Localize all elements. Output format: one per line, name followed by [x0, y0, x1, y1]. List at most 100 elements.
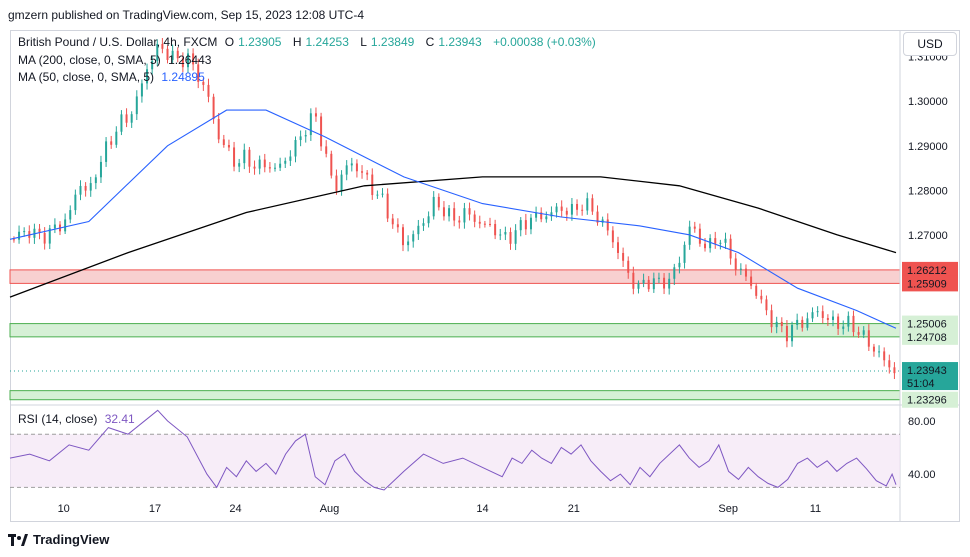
- candle-body: [274, 167, 277, 169]
- candle-body: [227, 144, 230, 148]
- candle-body: [94, 177, 97, 184]
- candle-body: [775, 321, 778, 328]
- candle-body: [407, 241, 410, 246]
- candle-body: [135, 96, 138, 115]
- candle-body: [130, 114, 133, 123]
- candle-body: [714, 238, 717, 244]
- candle-body: [581, 209, 584, 211]
- candle-body: [12, 239, 15, 241]
- candle-body: [831, 316, 834, 320]
- candle-body: [473, 214, 476, 222]
- candle-body: [622, 252, 625, 261]
- candle-body: [74, 194, 77, 211]
- candle-body: [540, 212, 543, 220]
- rsi-band: [10, 434, 900, 488]
- candle-body: [238, 163, 241, 167]
- ma200-label: MA (200, close, 0, SMA, 5): [18, 53, 161, 67]
- candle-body: [878, 351, 881, 353]
- ma200-line: [9, 176, 897, 298]
- price-label: 1.23296: [907, 395, 947, 407]
- candle-body: [391, 218, 394, 225]
- candle-body: [519, 220, 522, 231]
- candle-body: [632, 272, 635, 289]
- price-label: 1.25909: [907, 278, 947, 290]
- candle-body: [381, 193, 384, 195]
- candle-body: [499, 234, 502, 236]
- candle-body: [212, 96, 215, 120]
- candle-body: [258, 159, 261, 169]
- candle-body: [125, 114, 128, 123]
- candle-body: [105, 141, 108, 162]
- candle-body: [801, 319, 804, 328]
- candle-body: [355, 163, 358, 172]
- candle-body: [151, 60, 154, 70]
- candle-body: [345, 165, 348, 175]
- candle-body: [417, 225, 420, 235]
- candle-body: [744, 268, 747, 277]
- candle-body: [120, 114, 123, 132]
- candle-body: [340, 174, 343, 191]
- candle-body: [704, 243, 707, 249]
- candle-body: [760, 295, 763, 300]
- candle-body: [279, 163, 282, 168]
- candle-body: [586, 198, 589, 211]
- candle-body: [248, 149, 251, 167]
- candle-body: [99, 161, 102, 178]
- current-price-badge: [902, 362, 958, 391]
- ma50-line: [9, 109, 897, 329]
- candle-body: [535, 212, 538, 218]
- candle-body: [284, 160, 287, 164]
- candle-body: [785, 326, 788, 342]
- tradingview-brand[interactable]: TradingView: [8, 532, 109, 547]
- candle-body: [811, 312, 814, 319]
- candle-body: [591, 198, 594, 212]
- candle-body: [678, 262, 681, 268]
- currency-button[interactable]: USD: [903, 32, 957, 56]
- candle-body: [140, 83, 143, 97]
- current-price-label: 1.23943: [907, 365, 947, 377]
- brand-name: TradingView: [33, 532, 110, 547]
- candle-body: [652, 278, 655, 290]
- candle-body: [489, 223, 492, 225]
- candle-body: [176, 50, 179, 59]
- candle-body: [888, 360, 891, 368]
- candle-body: [330, 153, 333, 176]
- candle-body: [816, 311, 819, 313]
- candle-body: [570, 203, 573, 215]
- candle-body: [755, 285, 758, 296]
- candle-body: [688, 226, 691, 245]
- candle-body: [478, 221, 481, 224]
- candle-body: [268, 167, 271, 169]
- candle-body: [350, 163, 353, 166]
- candle-body: [750, 276, 753, 286]
- candle-body: [69, 210, 72, 220]
- candle-body: [386, 193, 389, 219]
- price-label-box: [902, 391, 958, 408]
- candle-body: [862, 330, 865, 335]
- candle-body: [780, 321, 783, 327]
- candle-body: [576, 203, 579, 210]
- candle-body: [606, 219, 609, 231]
- x-tick-label: 24: [229, 503, 241, 515]
- candle-body: [412, 234, 415, 242]
- candle-body: [719, 242, 722, 244]
- x-tick-label: Aug: [320, 503, 340, 515]
- candle-body: [207, 84, 210, 97]
- candle-body: [847, 315, 850, 327]
- candle-body: [38, 228, 41, 233]
- candle-body: [376, 194, 379, 196]
- ma50-label: MA (50, close, 0, SMA, 5): [18, 70, 155, 84]
- y-tick-label: 1.29000: [908, 141, 948, 153]
- candle-body: [826, 317, 829, 320]
- candle-body: [698, 228, 701, 244]
- price-label: 1.24708: [907, 332, 947, 344]
- tradingview-logo-icon: [8, 533, 28, 546]
- candle-body: [693, 226, 696, 229]
- candle-body: [43, 232, 46, 244]
- candle-body: [657, 277, 660, 279]
- candle-body: [852, 315, 855, 333]
- candle-body: [156, 43, 159, 61]
- candle-body: [601, 219, 604, 223]
